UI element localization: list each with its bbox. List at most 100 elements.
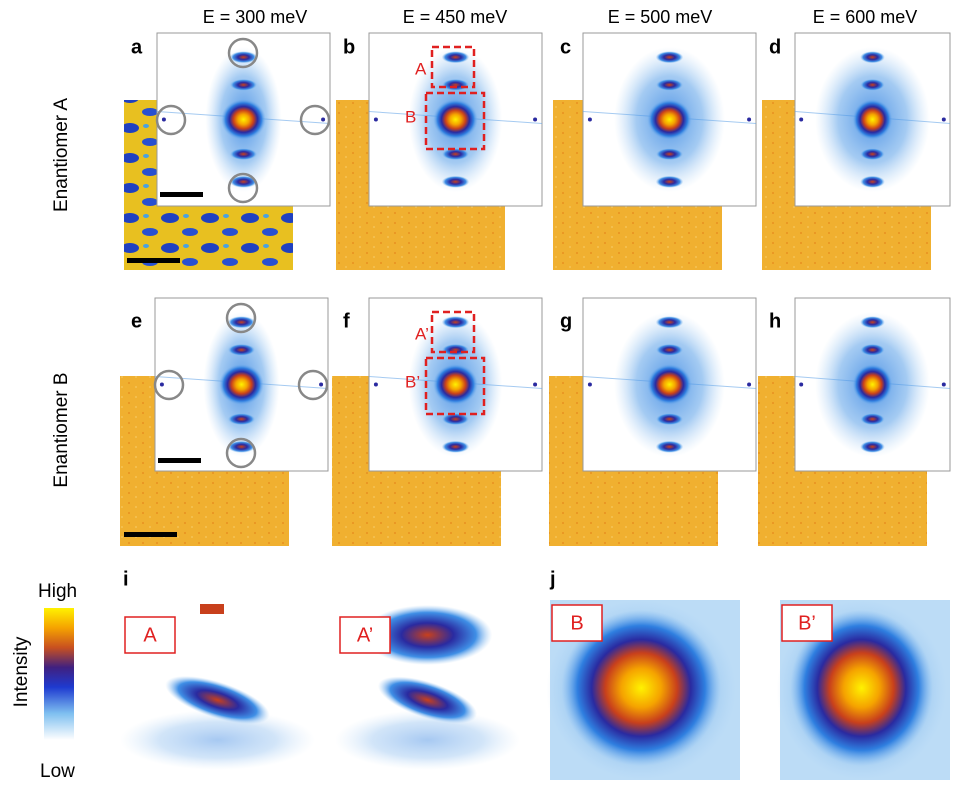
- zoom-blob: [790, 610, 933, 766]
- panel-label: g: [560, 310, 572, 332]
- fft-inset: [368, 32, 543, 207]
- row-header: Enantiomer B: [51, 372, 72, 487]
- zoom-streak: [200, 604, 224, 614]
- fft-satellite: [860, 175, 885, 188]
- scale-bar: [124, 532, 177, 537]
- fft-satellite: [229, 78, 258, 91]
- box-label: A: [415, 59, 427, 78]
- column-header: E = 600 meV: [813, 7, 918, 27]
- selection-box: [430, 45, 476, 89]
- selection-box: [430, 310, 476, 354]
- panel-label: d: [769, 36, 781, 58]
- fft-center: [852, 98, 893, 141]
- fft-satellite: [860, 440, 885, 453]
- zoom-speckle: [335, 710, 520, 770]
- panel-label: a: [131, 36, 143, 58]
- fft-satellite: [655, 51, 684, 64]
- zoom-label-box: [551, 604, 603, 642]
- panel-label: f: [343, 310, 350, 332]
- fft-satellite: [655, 343, 684, 356]
- panel-label: j: [549, 568, 556, 590]
- panel-label: e: [131, 310, 142, 332]
- fft-peak: [747, 117, 752, 122]
- zoom-streak: [165, 675, 270, 725]
- fft-satellite: [441, 175, 470, 188]
- scale-bar: [127, 258, 180, 263]
- fft-center: [219, 363, 264, 406]
- fft-peak: [799, 117, 804, 122]
- fft-center: [433, 98, 478, 141]
- fft-satellite: [441, 316, 470, 329]
- peak-marker: [155, 104, 187, 136]
- zoom-label-box: [339, 616, 391, 654]
- panel-label: c: [560, 36, 571, 58]
- fft-peak: [533, 382, 538, 387]
- fft-inset: [582, 32, 757, 207]
- zoom-label: A: [143, 624, 157, 646]
- zoom-label: B: [570, 612, 583, 634]
- box-label: A’: [415, 324, 429, 343]
- fft-satellite: [655, 78, 684, 91]
- fft-satellite: [441, 78, 470, 91]
- fft-satellite: [655, 316, 684, 329]
- fft-inset: [794, 297, 951, 472]
- fft-satellite: [227, 413, 256, 426]
- peak-marker: [227, 37, 259, 69]
- column-header: E = 500 meV: [608, 7, 713, 27]
- fft-peak: [159, 382, 164, 387]
- peak-marker: [225, 437, 257, 469]
- peak-marker: [153, 369, 185, 401]
- panel-label: i: [123, 568, 129, 590]
- fft-peak: [373, 382, 378, 387]
- fft-peak: [533, 117, 538, 122]
- column-header: E = 450 meV: [403, 7, 508, 27]
- fft-peak: [587, 382, 592, 387]
- box-label: B’: [405, 372, 420, 391]
- fft-satellite: [229, 148, 258, 161]
- fft-satellite: [860, 316, 885, 329]
- fft-center: [647, 363, 692, 406]
- fft-center: [852, 363, 893, 406]
- fft-satellite: [860, 413, 885, 426]
- colorbar-title: Intensity: [11, 636, 32, 707]
- fft-satellite: [860, 51, 885, 64]
- panel-label: h: [769, 310, 781, 332]
- box-label: B: [405, 107, 416, 126]
- zoom-label: A’: [357, 624, 373, 646]
- fft-satellite: [860, 343, 885, 356]
- fft-satellite: [655, 413, 684, 426]
- fft-peak: [321, 117, 326, 122]
- fft-satellite: [441, 343, 470, 356]
- panel-label: b: [343, 36, 355, 58]
- zoom-label-box: [124, 616, 176, 654]
- zoom-streak: [377, 676, 478, 724]
- fft-peak: [161, 117, 166, 122]
- fft-satellite: [441, 51, 470, 64]
- fft-peak: [587, 117, 592, 122]
- selection-box: [424, 91, 486, 151]
- fft-peak: [747, 382, 752, 387]
- peak-marker: [225, 302, 257, 334]
- peak-marker: [227, 172, 259, 204]
- fft-satellite: [227, 316, 256, 329]
- fft-satellite: [441, 413, 470, 426]
- fft-center: [647, 98, 692, 141]
- fft-satellite: [227, 343, 256, 356]
- fft-satellite: [229, 175, 258, 188]
- fft-satellite: [655, 148, 684, 161]
- scale-bar: [158, 458, 201, 463]
- fft-inset: [794, 32, 951, 207]
- fft-satellite: [860, 148, 885, 161]
- selection-box: [424, 356, 486, 416]
- fft-inset: [582, 297, 757, 472]
- fft-satellite: [229, 51, 258, 64]
- fft-center: [221, 98, 266, 141]
- fft-peak: [319, 382, 324, 387]
- row-header: Enantiomer A: [51, 98, 72, 212]
- fft-peak: [373, 117, 378, 122]
- fft-center: [433, 363, 478, 406]
- fft-peak: [941, 117, 946, 122]
- fft-peak: [941, 382, 946, 387]
- scale-bar: [160, 192, 203, 197]
